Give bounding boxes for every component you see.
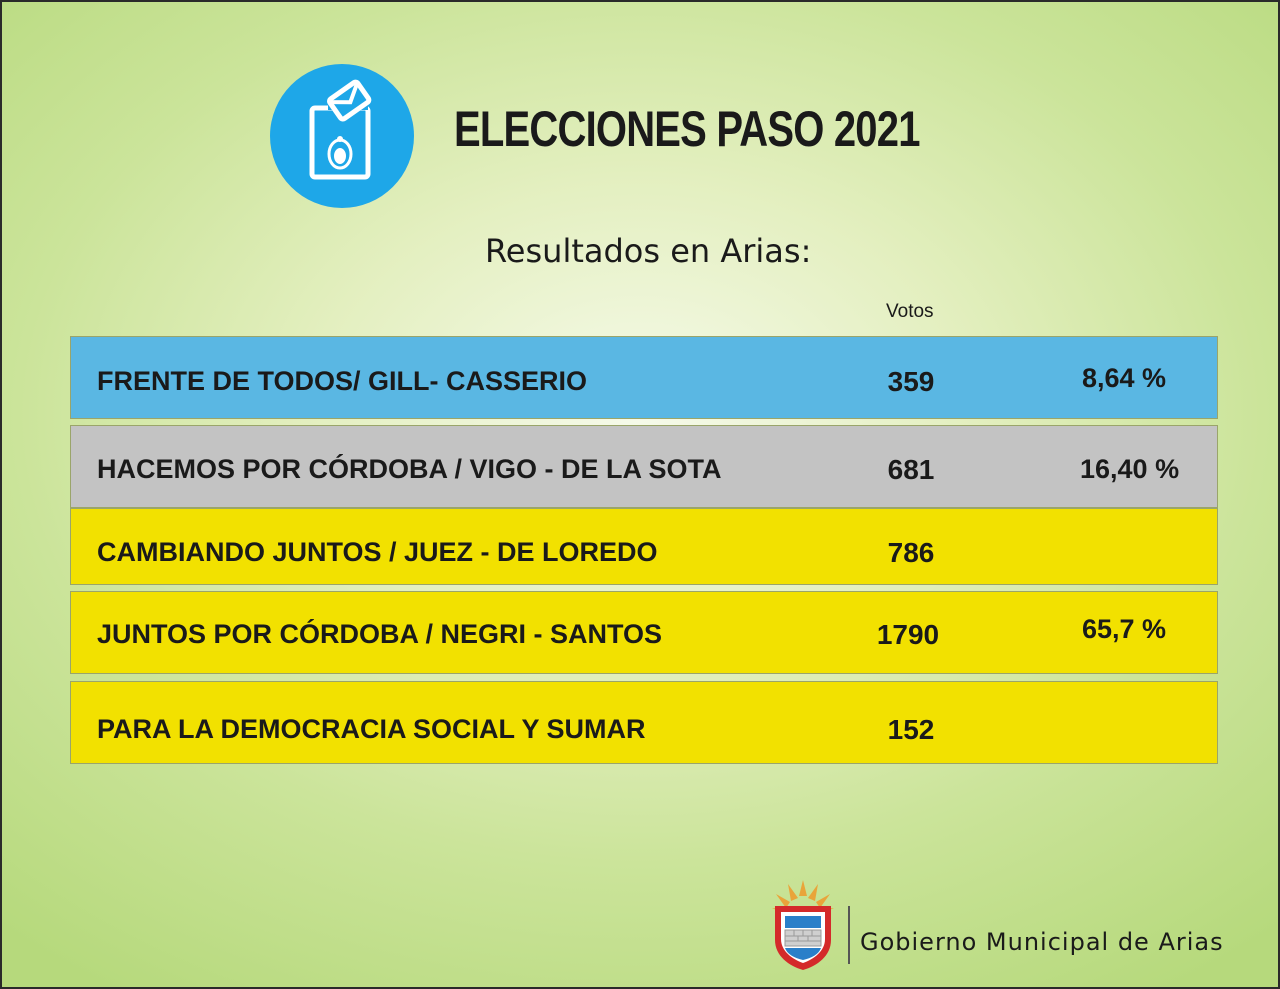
party-name: FRENTE DE TODOS/ GILL- CASSERIO [97, 366, 588, 396]
result-row: PARA LA DEMOCRACIA SOCIAL Y SUMAR 152 [70, 681, 1218, 764]
vote-count: 681 [887, 454, 935, 485]
page-subtitle: Resultados en Arias: [485, 232, 812, 270]
result-row: CAMBIANDO JUNTOS / JUEZ - DE LOREDO 786 [70, 508, 1218, 585]
ballot-box-icon [270, 64, 414, 208]
result-row: HACEMOS POR CÓRDOBA / VIGO - DE LA SOTA … [70, 425, 1218, 508]
vote-percent: 65,7 % [1082, 614, 1167, 644]
vote-count: 152 [887, 714, 935, 745]
organization-name: Gobierno Municipal de Arias [860, 928, 1224, 956]
party-name: HACEMOS POR CÓRDOBA / VIGO - DE LA SOTA [97, 454, 722, 484]
party-name: JUNTOS POR CÓRDOBA / NEGRI - SANTOS [97, 619, 663, 649]
page-title: ELECCIONES PASO 2021 [454, 101, 920, 157]
vote-percent: 16,40 % [1080, 454, 1180, 484]
footer-divider [848, 906, 850, 964]
party-name: PARA LA DEMOCRACIA SOCIAL Y SUMAR [97, 714, 646, 744]
vote-percent: 8,64 % [1082, 363, 1167, 393]
party-name: CAMBIANDO JUNTOS / JUEZ - DE LOREDO [97, 537, 658, 567]
vote-count: 359 [887, 366, 935, 397]
result-row: FRENTE DE TODOS/ GILL- CASSERIO 359 8,64… [70, 336, 1218, 419]
votes-column-header: Votos [886, 301, 934, 322]
vote-count: 1790 [876, 619, 940, 650]
vote-count: 786 [887, 537, 935, 568]
result-row: JUNTOS POR CÓRDOBA / NEGRI - SANTOS 1790… [70, 591, 1218, 674]
municipal-shield-icon [770, 878, 836, 977]
